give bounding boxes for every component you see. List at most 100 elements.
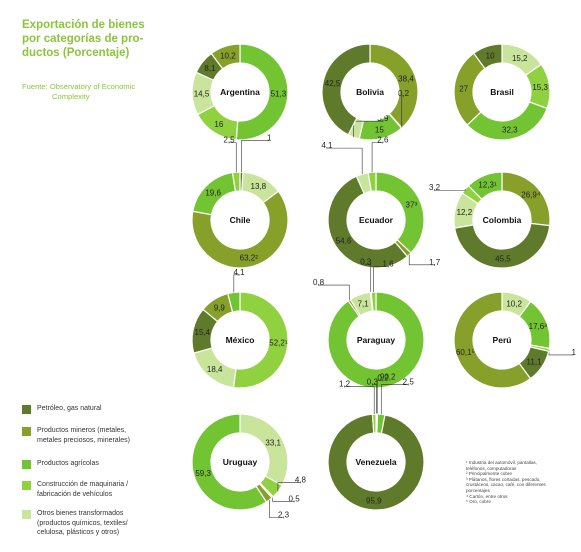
slice-petroleo bbox=[321, 43, 371, 136]
slice-value-label: 10 bbox=[486, 51, 495, 60]
slice-value-label: 45,5 bbox=[495, 254, 511, 263]
slice-maquinaria bbox=[231, 171, 241, 193]
legend-swatch-otros bbox=[22, 510, 31, 519]
slice-value-label: 60,1⁵ bbox=[456, 348, 475, 357]
donut-chart-10: 0,3 0,2 2,5 95,9 1,2 Venezuela bbox=[327, 374, 425, 511]
slice-value-label: 12,3¹ bbox=[478, 180, 497, 189]
leader-line bbox=[548, 349, 574, 356]
legend-label-petroleo: Petróleo, gas natural bbox=[37, 405, 102, 412]
country-label: Venezuela bbox=[355, 457, 396, 467]
slice-value-label: 15,3 bbox=[532, 83, 548, 92]
donut-hole bbox=[347, 191, 405, 249]
leader-line bbox=[408, 254, 435, 266]
slice-value-label: 15,2 bbox=[512, 54, 528, 63]
donut-hole bbox=[211, 63, 269, 121]
footnotes: ¹ Industria del automóvil, pantallas, te… bbox=[466, 460, 578, 505]
slice-value-label: 15,4 bbox=[195, 328, 211, 337]
country-label: Perú bbox=[493, 335, 512, 345]
slice-value-label: 12,2 bbox=[457, 208, 473, 217]
leader-line bbox=[380, 384, 409, 415]
country-label: Colombia bbox=[483, 215, 522, 225]
slice-value-label: 2,6 bbox=[377, 136, 389, 145]
slice-value-label: 95,9 bbox=[366, 496, 382, 505]
slice-agricolas bbox=[327, 291, 425, 389]
slice-value-label: 15 bbox=[375, 125, 384, 134]
slice-value-label: 27 bbox=[459, 84, 468, 93]
leader-line bbox=[372, 384, 377, 415]
slice-value-label: 0,2 bbox=[377, 374, 389, 383]
leader-line bbox=[365, 264, 372, 293]
slice-petroleo bbox=[472, 43, 503, 70]
slice-value-label: 0,2 bbox=[398, 89, 410, 98]
leader-line bbox=[326, 147, 363, 175]
legend-swatch-agricolas bbox=[22, 460, 31, 469]
slice-petroleo bbox=[453, 222, 551, 269]
slice-value-label: 10,2 bbox=[506, 299, 522, 308]
leader-line bbox=[228, 142, 237, 173]
leader-line bbox=[272, 497, 295, 502]
slice-value-label: 10,2 bbox=[220, 51, 236, 60]
slice-value-label: 13,8 bbox=[251, 182, 267, 191]
slice-maquinaria bbox=[370, 291, 377, 312]
leader-line bbox=[318, 284, 350, 301]
source-line-1: Fuente: Observatory of Economic bbox=[22, 82, 136, 91]
slice-value-label: 1 bbox=[267, 134, 272, 143]
slice-mineros bbox=[191, 190, 289, 269]
leader-line bbox=[269, 500, 284, 518]
slice-agricolas bbox=[191, 413, 268, 511]
slice-value-label: 19,6 bbox=[205, 188, 221, 197]
country-label: Brasil bbox=[490, 87, 514, 97]
source-note: Fuente: Observatory of Economic Complexi… bbox=[22, 82, 182, 102]
slice-value-label: 33,1 bbox=[265, 439, 281, 448]
country-label: Paraguay bbox=[357, 335, 396, 345]
donut-chart-5: 26,9⁴ 45,5 12,2 3,2 12,3¹ Colombia bbox=[429, 171, 551, 269]
slice-value-label: 1,7 bbox=[429, 258, 441, 267]
country-label: Chile bbox=[230, 215, 251, 225]
slice-value-label: 4,1 bbox=[321, 141, 333, 150]
slice-value-label: 1,6 bbox=[383, 260, 395, 269]
donut-chart-3: 1 13,8 63,2² 19,6 2,5 Chile bbox=[191, 134, 289, 269]
slice-value-label: 11,1 bbox=[527, 357, 543, 366]
footnote-4: ⁴ Cartón, entre otros bbox=[466, 493, 508, 499]
slice-petroleo bbox=[327, 413, 425, 511]
slice-value-label: 8,1 bbox=[204, 64, 216, 73]
donut-chart-0: 51,3 16 14,5 8,1 10,2 Argentina bbox=[191, 43, 289, 141]
slice-value-label: 2,5 bbox=[223, 136, 235, 145]
slice-value-label: 4,8 bbox=[295, 476, 307, 485]
footnote-3: ³ Plátanos, flores cortadas, pescado, cr… bbox=[466, 476, 546, 493]
donut-chart-2: 15,2 15,3 32,3 27 10 Brasil bbox=[453, 43, 551, 141]
footnote-1: ¹ Industria del automóvil, pantallas, te… bbox=[466, 460, 537, 471]
slice-value-label: 63,2² bbox=[240, 253, 259, 262]
slice-value-label: 26,9⁴ bbox=[521, 190, 541, 199]
donut-hole bbox=[211, 191, 269, 249]
slice-value-label: 51,3 bbox=[271, 90, 287, 99]
donut-hole bbox=[211, 433, 269, 491]
slice-value-label: 17,6³ bbox=[529, 322, 548, 331]
slice-agricolas bbox=[235, 43, 289, 141]
leader-line bbox=[401, 95, 404, 129]
donut-chart-6: 52,2¹ 18,4 15,4 9,9 4,1 México bbox=[191, 268, 289, 389]
slice-mineros bbox=[453, 291, 532, 389]
slice-value-label: 0,3 bbox=[367, 378, 379, 387]
slice-value-label: 3,2 bbox=[429, 183, 441, 192]
donut-hole bbox=[473, 311, 531, 369]
slice-value-label: 14,5 bbox=[194, 89, 210, 98]
slice-agricolas bbox=[227, 291, 241, 313]
country-label: Argentina bbox=[220, 87, 260, 97]
donut-hole bbox=[473, 191, 531, 249]
slice-value-label: 2,3 bbox=[278, 510, 290, 519]
donut-hole bbox=[347, 433, 405, 491]
donut-hole bbox=[211, 311, 269, 369]
slice-value-label: 38,4 bbox=[398, 74, 414, 83]
slice-value-label: 42,5 bbox=[325, 79, 341, 88]
slice-value-label: 0,5 bbox=[289, 494, 301, 503]
leader-line bbox=[344, 386, 375, 415]
leader-line bbox=[233, 274, 240, 293]
slice-value-label: 90,2 bbox=[380, 373, 396, 382]
slice-agricolas bbox=[467, 171, 503, 201]
slice-value-label: 9,9 bbox=[214, 304, 226, 313]
slice-maquinaria bbox=[371, 413, 377, 434]
slice-value-label: 18,4 bbox=[207, 365, 223, 374]
slice-value-label: 32,3 bbox=[502, 126, 518, 135]
